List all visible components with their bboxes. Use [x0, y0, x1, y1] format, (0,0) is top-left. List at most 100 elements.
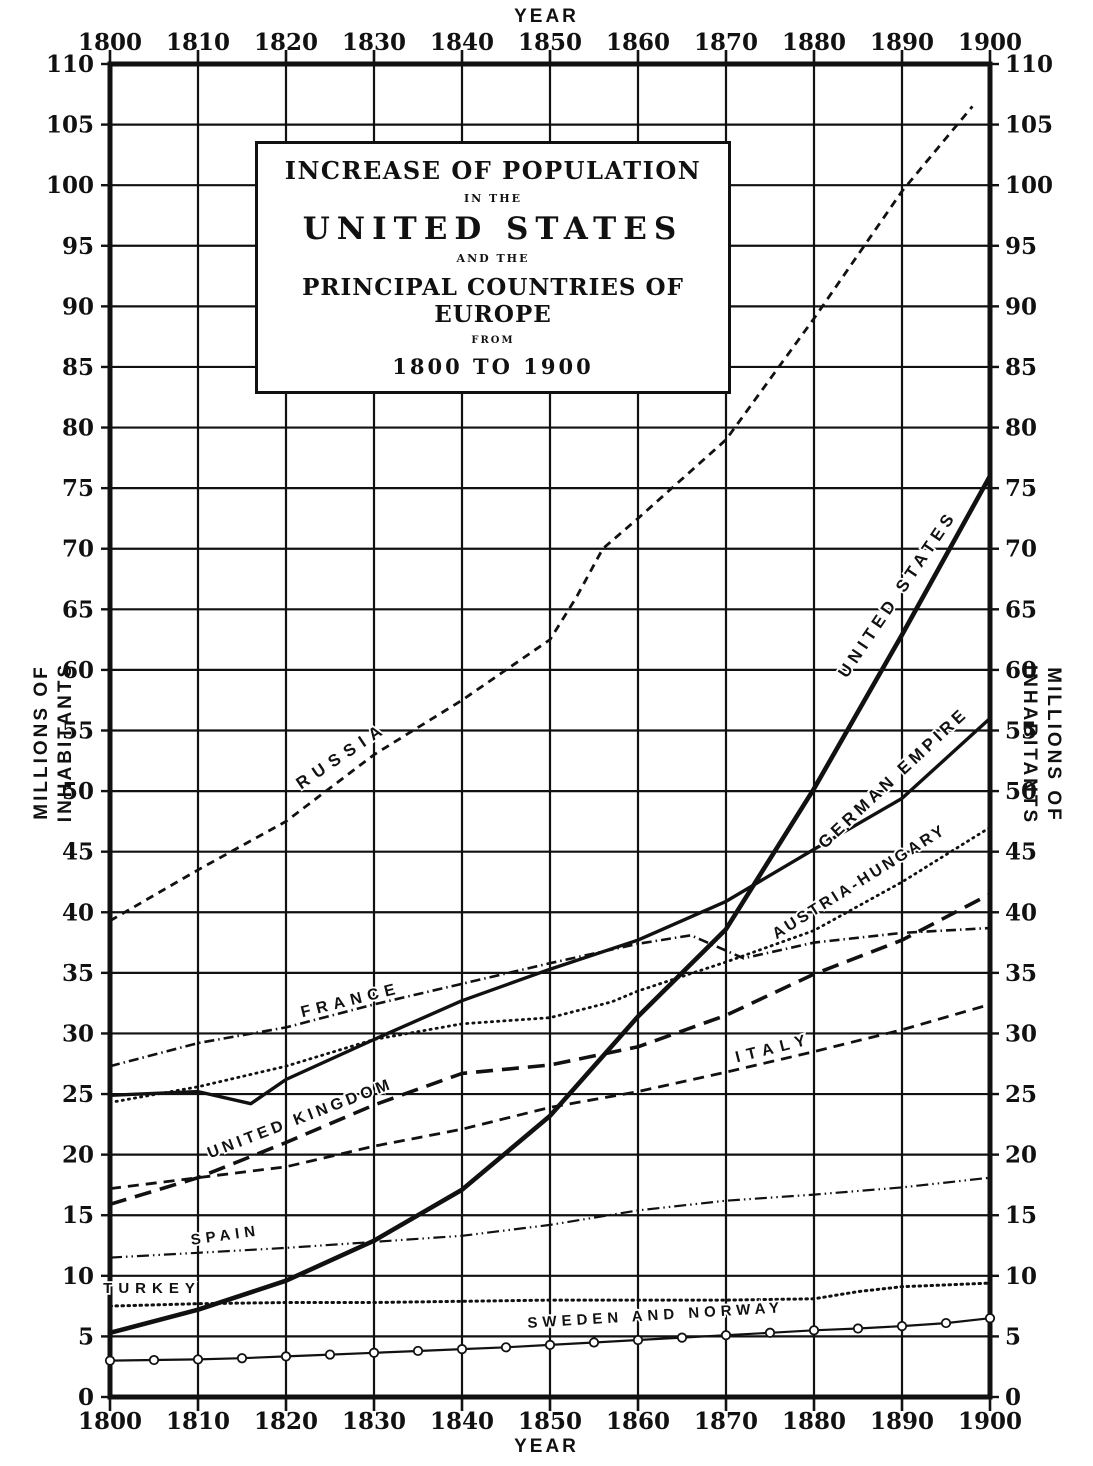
y-tick-right-5: 5 — [1005, 1323, 1021, 1350]
y-tick-left-100: 100 — [46, 172, 94, 199]
series-sweden_norway-marker-0 — [104, 1355, 116, 1366]
y-tick-left-25: 25 — [62, 1081, 94, 1108]
x-tick-top-1880: 1880 — [782, 29, 846, 56]
y-tick-right-70: 70 — [1005, 536, 1037, 563]
x-tick-bottom-1820: 1820 — [254, 1408, 318, 1435]
y-tick-right-55: 55 — [1005, 718, 1037, 745]
plot-border — [107, 61, 993, 1400]
y-tick-right-50: 50 — [1005, 778, 1037, 805]
y-tick-left-70: 70 — [62, 536, 94, 563]
y-tick-right-20: 20 — [1005, 1142, 1037, 1169]
y-tick-right-40: 40 — [1005, 899, 1037, 926]
y-tick-right-85: 85 — [1005, 354, 1037, 381]
x-tick-bottom-1870: 1870 — [694, 1408, 758, 1435]
x-tick-top-1810: 1810 — [166, 29, 230, 56]
series-russia-label: RUSSIA — [293, 718, 392, 793]
series-russia-line — [109, 105, 974, 923]
title-line-andthe: AND THE — [456, 252, 530, 265]
x-tick-bottom-1810: 1810 — [166, 1408, 230, 1435]
y-tick-right-95: 95 — [1005, 233, 1037, 260]
y-tick-left-35: 35 — [62, 960, 94, 987]
y-tick-right-15: 15 — [1005, 1202, 1037, 1229]
series-sweden_norway-marker-5 — [324, 1349, 336, 1360]
y-tick-left-5: 5 — [78, 1323, 94, 1350]
y-tick-left-40: 40 — [62, 899, 94, 926]
x-tick-top-1800: 1800 — [78, 29, 142, 56]
chart-title-box: INCREASE OF POPULATION IN THE UNITED STA… — [255, 141, 731, 394]
series-german_empire-line — [109, 717, 992, 1106]
x-axis-title-bottom: YEAR — [514, 1436, 579, 1457]
y-tick-right-90: 90 — [1005, 293, 1037, 320]
series-sweden_norway-marker-14 — [720, 1330, 732, 1341]
y-axis-title-left: MILLIONS OF INHABITANTS — [31, 661, 76, 823]
series-sweden_norway-marker-7 — [412, 1345, 424, 1357]
series-sweden_norway-marker-11 — [588, 1337, 600, 1348]
y-tick-right-10: 10 — [1005, 1263, 1037, 1290]
x-tick-top-1860: 1860 — [606, 29, 670, 56]
y-tick-right-35: 35 — [1005, 960, 1037, 987]
x-tick-bottom-1900: 1900 — [958, 1408, 1022, 1435]
series-spain-line — [109, 1176, 991, 1259]
series-united_states-line — [109, 474, 993, 1336]
series-france-label: FRANCE — [299, 980, 403, 1021]
title-line-inthe: IN THE — [464, 192, 522, 205]
x-axis-title-top: YEAR — [514, 6, 579, 27]
y-tick-right-45: 45 — [1005, 839, 1037, 866]
series-turkey-label: TURKEY — [103, 1280, 201, 1297]
series-sweden_norway-marker-2 — [192, 1354, 204, 1365]
title-line-united-states: UNITED STATES — [302, 211, 684, 247]
x-tick-bottom-1800: 1800 — [78, 1408, 142, 1435]
series-german_empire-label: GERMAN EMPIRE — [815, 704, 972, 853]
x-tick-bottom-1840: 1840 — [430, 1408, 494, 1435]
x-tick-top-1870: 1870 — [694, 29, 758, 56]
y-tick-left-15: 15 — [62, 1202, 94, 1229]
series-sweden_norway-marker-8 — [456, 1344, 468, 1355]
y-tick-left-105: 105 — [46, 112, 94, 139]
series-austria_hungary-line — [108, 826, 992, 1104]
y-tick-right-60: 60 — [1005, 657, 1037, 684]
series-italy-line — [109, 1003, 991, 1190]
title-line-from: FROM — [471, 335, 515, 346]
y-axis-title-right: MILLIONS OF INHABITANTS — [1019, 664, 1064, 826]
series-sweden_norway-marker-10 — [544, 1339, 556, 1350]
y-tick-left-55: 55 — [62, 718, 94, 745]
x-tick-bottom-1890: 1890 — [870, 1408, 934, 1435]
series-sweden_norway-marker-1 — [148, 1354, 160, 1366]
y-tick-left-75: 75 — [62, 475, 94, 502]
x-tick-bottom-1830: 1830 — [342, 1408, 406, 1435]
x-tick-top-1830: 1830 — [342, 29, 406, 56]
y-tick-left-110: 110 — [46, 51, 94, 78]
y-tick-right-105: 105 — [1005, 112, 1053, 139]
y-tick-right-65: 65 — [1005, 596, 1037, 623]
series-sweden_norway-marker-9 — [500, 1342, 512, 1353]
y-tick-right-75: 75 — [1005, 475, 1037, 502]
y-tick-left-90: 90 — [62, 293, 94, 320]
x-tick-top-1820: 1820 — [254, 29, 318, 56]
y-tick-right-80: 80 — [1005, 415, 1037, 442]
y-tick-left-10: 10 — [62, 1263, 94, 1290]
x-tick-top-1850: 1850 — [518, 29, 582, 56]
y-tick-left-65: 65 — [62, 596, 94, 623]
series-sweden_norway-marker-19 — [940, 1317, 952, 1329]
series-sweden_norway-marker-15 — [764, 1327, 776, 1338]
x-tick-top-1900: 1900 — [958, 29, 1022, 56]
series-sweden_norway-marker-13 — [676, 1332, 688, 1343]
y-tick-left-80: 80 — [62, 415, 94, 442]
y-tick-right-25: 25 — [1005, 1081, 1037, 1108]
x-tick-bottom-1860: 1860 — [606, 1408, 670, 1435]
title-line-years: 1800 TO 1900 — [392, 354, 594, 379]
series-turkey-line — [108, 1281, 992, 1308]
series-sweden_norway-marker-16 — [808, 1325, 820, 1336]
series-sweden_norway-marker-18 — [896, 1321, 908, 1332]
series-sweden_norway-marker-4 — [280, 1351, 292, 1362]
y-tick-right-110: 110 — [1005, 51, 1053, 78]
series-sweden_norway-marker-12 — [632, 1334, 644, 1346]
series-united_states-label: UNITED STATES — [834, 507, 960, 681]
y-tick-left-50: 50 — [62, 778, 94, 805]
y-tick-left-45: 45 — [62, 839, 94, 866]
y-tick-left-85: 85 — [62, 354, 94, 381]
y-tick-left-95: 95 — [62, 233, 94, 260]
y-tick-left-30: 30 — [62, 1020, 94, 1047]
